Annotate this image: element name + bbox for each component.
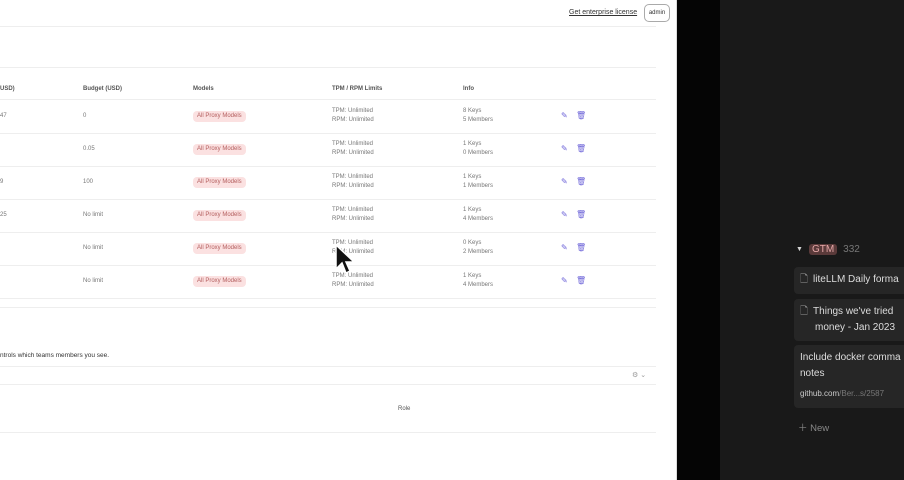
board-card[interactable]: 🗋 liteLLM Daily forma — [794, 267, 904, 294]
members-cell: 2 Members — [463, 249, 494, 255]
members-cell: 4 Members — [463, 282, 494, 288]
new-card-button[interactable]: ＋ New — [798, 423, 830, 434]
card-title: Things we've tried — [813, 306, 894, 317]
budget-cell: No limit — [83, 212, 104, 218]
budget-cell: No limit — [83, 278, 104, 284]
row-divider — [0, 166, 656, 167]
models-badge: All Proxy Models — [193, 177, 246, 188]
document-icon: 🗋 — [800, 274, 809, 285]
divider — [0, 384, 656, 385]
card-title: liteLLM Daily forma — [813, 274, 899, 285]
keys-cell: 1 Keys — [463, 174, 482, 180]
budget-cell: 0 — [83, 113, 87, 119]
divider — [0, 366, 656, 367]
group-tag: GTM — [808, 244, 838, 255]
row-divider — [0, 265, 656, 266]
col-limits: TPM / RPM Limits — [332, 86, 383, 92]
tpm-cell: TPM: Unlimited — [332, 141, 374, 147]
rpm-cell: RPM: Unlimited — [332, 117, 374, 123]
trash-icon[interactable]: 🗑 — [576, 276, 587, 285]
document-icon: 🗋 — [800, 306, 809, 317]
board-card[interactable]: Include docker comma notes github.com/Be… — [794, 345, 904, 408]
spend-cell: 25 — [0, 212, 7, 218]
trash-icon[interactable]: 🗑 — [576, 177, 587, 186]
card-link[interactable]: github.com/Ber...s/2587 — [800, 386, 904, 402]
members-cell: 1 Members — [463, 183, 494, 189]
col-info: Info — [463, 86, 474, 92]
members-cell: 4 Members — [463, 216, 494, 222]
row-divider — [0, 232, 656, 233]
models-badge: All Proxy Models — [193, 276, 246, 287]
col-models: Models — [193, 86, 214, 92]
card-title-line2: money - Jan 2023 — [815, 322, 896, 333]
rpm-cell: RPM: Unlimited — [332, 216, 374, 222]
members-cell: 5 Members — [463, 117, 494, 123]
tpm-cell: TPM: Unlimited — [332, 108, 374, 114]
models-badge: All Proxy Models — [193, 210, 246, 221]
keys-cell: 1 Keys — [463, 273, 482, 279]
group-header[interactable]: ▼ GTM 332 — [796, 244, 860, 255]
rpm-cell: RPM: Unlimited — [332, 249, 374, 255]
col-budget: Budget (USD) — [83, 86, 122, 92]
link-domain: github.com — [800, 389, 840, 398]
divider — [0, 432, 656, 433]
trash-icon[interactable]: 🗑 — [576, 210, 587, 219]
divider — [0, 67, 656, 68]
members-description: ntrols which teams members you see. — [0, 352, 110, 359]
rpm-cell: RPM: Unlimited — [332, 282, 374, 288]
link-path: /Ber...s/2587 — [839, 389, 885, 398]
keys-cell: 0 Keys — [463, 240, 482, 246]
row-divider — [0, 298, 656, 299]
divider — [0, 99, 656, 100]
spend-cell: 47 — [0, 113, 7, 119]
teams-page: Get enterprise license admin USD) Budget… — [0, 0, 677, 480]
group-count: 332 — [843, 244, 860, 255]
trash-icon[interactable]: 🗑 — [576, 111, 587, 120]
divider — [0, 26, 656, 27]
row-divider — [0, 133, 656, 134]
edit-icon[interactable]: ✎ — [561, 111, 568, 120]
tpm-cell: TPM: Unlimited — [332, 240, 374, 246]
budget-cell: 0.05 — [83, 146, 95, 152]
card-title-line2: notes — [800, 368, 825, 379]
budget-cell: 100 — [83, 179, 94, 185]
keys-cell: 8 Keys — [463, 108, 482, 114]
divider — [0, 307, 656, 308]
models-badge: All Proxy Models — [193, 111, 246, 122]
keys-cell: 1 Keys — [463, 141, 482, 147]
enterprise-license-link[interactable]: Get enterprise license — [569, 9, 638, 16]
spend-cell: 9 — [0, 179, 4, 185]
col-role: Role — [398, 406, 411, 412]
settings-gear-icon[interactable]: ⚙ ⌄ — [632, 372, 647, 379]
tpm-cell: TPM: Unlimited — [332, 174, 374, 180]
notion-board-panel: ▼ GTM 332 🗋 liteLLM Daily forma 🗋 Things w… — [720, 0, 904, 480]
rpm-cell: RPM: Unlimited — [332, 150, 374, 156]
edit-icon[interactable]: ✎ — [561, 210, 568, 219]
edit-icon[interactable]: ✎ — [561, 243, 568, 252]
window-gap — [677, 0, 720, 480]
row-divider — [0, 199, 656, 200]
mouse-cursor-icon — [335, 243, 356, 275]
models-badge: All Proxy Models — [193, 144, 246, 155]
new-label: New — [810, 423, 830, 434]
card-title: Include docker comma — [800, 352, 901, 363]
top-bar: Get enterprise license admin — [0, 0, 677, 26]
trash-icon[interactable]: 🗑 — [576, 243, 587, 252]
keys-cell: 1 Keys — [463, 207, 482, 213]
tpm-cell: TPM: Unlimited — [332, 207, 374, 213]
budget-cell: No limit — [83, 245, 104, 251]
edit-icon[interactable]: ✎ — [561, 177, 568, 186]
board-card[interactable]: 🗋 Things we've tried money - Jan 2023 — [794, 299, 904, 341]
rpm-cell: RPM: Unlimited — [332, 183, 374, 189]
collapse-triangle-icon[interactable]: ▼ — [796, 246, 803, 253]
tpm-cell: TPM: Unlimited — [332, 273, 374, 279]
col-spend: USD) — [0, 86, 15, 92]
edit-icon[interactable]: ✎ — [561, 144, 568, 153]
user-menu-button[interactable]: admin — [644, 4, 670, 22]
members-cell: 0 Members — [463, 150, 494, 156]
trash-icon[interactable]: 🗑 — [576, 144, 587, 153]
edit-icon[interactable]: ✎ — [561, 276, 568, 285]
models-badge: All Proxy Models — [193, 243, 246, 254]
